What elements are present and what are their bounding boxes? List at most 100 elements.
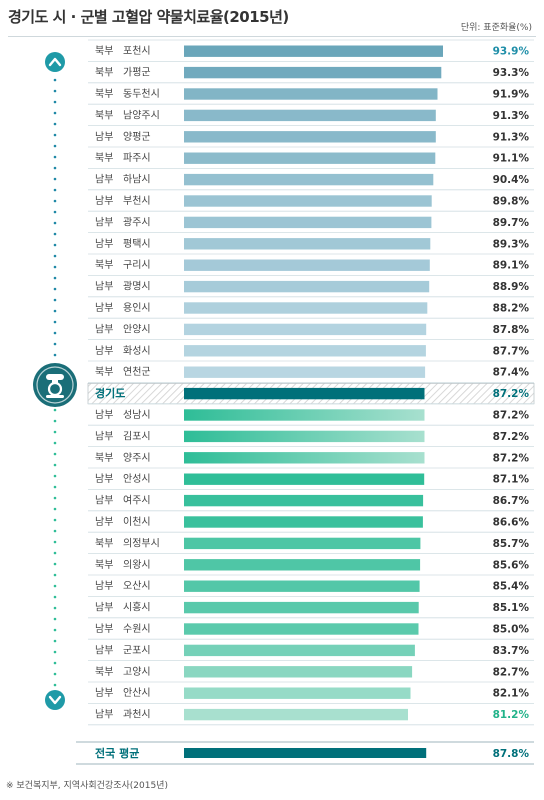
bar (184, 131, 436, 143)
value-label: 88.2% (493, 303, 530, 315)
category-label: 성남시 (123, 409, 151, 421)
value-label: 85.0% (493, 624, 530, 636)
value-label: 87.8% (493, 324, 530, 336)
region-label: 남부 (95, 516, 113, 528)
category-label: 구리시 (123, 259, 151, 271)
dotted-trail (53, 551, 57, 555)
region-label: 남부 (95, 623, 113, 635)
dotted-trail (53, 452, 57, 456)
dotted-trail (53, 122, 57, 126)
bar (184, 88, 438, 100)
dotted-trail (53, 188, 57, 192)
value-label: 86.7% (493, 495, 530, 507)
bar (184, 430, 425, 443)
dotted-trail (53, 243, 57, 247)
dotted-trail (53, 100, 57, 104)
region-label: 남부 (95, 409, 113, 421)
region-label: 남부 (95, 580, 113, 592)
emblem-base (46, 395, 64, 398)
dotted-trail (53, 584, 57, 588)
value-label: 86.6% (493, 517, 530, 529)
bar (184, 409, 425, 421)
value-label: 87.2% (493, 431, 530, 443)
value-label: 91.3% (493, 131, 530, 143)
bar (184, 559, 421, 571)
category-label: 경기도 (95, 386, 125, 400)
dotted-trail (53, 155, 57, 159)
bar (184, 601, 419, 614)
dotted-trail (53, 672, 57, 676)
region-label: 남부 (95, 195, 113, 207)
value-label: 85.4% (493, 581, 530, 593)
bar (184, 666, 413, 678)
dotted-trail (53, 408, 57, 412)
value-label: 83.7% (493, 645, 530, 657)
category-label: 화성시 (123, 345, 151, 357)
category-label: 포천시 (123, 45, 151, 57)
category-label: 안성시 (123, 473, 151, 485)
value-label: 82.1% (493, 688, 530, 700)
category-label: 과천시 (123, 709, 151, 721)
dotted-trail (53, 529, 57, 533)
dotted-trail (53, 540, 57, 544)
value-label: 87.4% (493, 367, 530, 379)
region-label: 남부 (95, 216, 113, 228)
bar (184, 644, 415, 657)
value-label: 91.1% (493, 153, 530, 165)
emblem-ring (36, 366, 74, 404)
bar (184, 195, 432, 207)
value-label: 91.3% (493, 110, 530, 122)
dotted-trail (53, 199, 57, 203)
chart-title: 경기도 시 · 군별 고혈압 약물치료율(2015년) (8, 8, 289, 26)
value-label: 87.2% (493, 452, 530, 464)
dotted-trail (53, 111, 57, 115)
dotted-trail (53, 89, 57, 93)
category-label: 이천시 (123, 516, 151, 528)
category-label: 평택시 (123, 238, 151, 250)
dotted-trail (53, 661, 57, 665)
value-label: 89.7% (493, 217, 530, 229)
dotted-trail (53, 177, 57, 181)
region-label: 남부 (95, 644, 113, 656)
bar (184, 473, 425, 485)
region-label: 남부 (95, 238, 113, 250)
category-label: 군포시 (123, 644, 151, 656)
category-label: 오산시 (123, 580, 151, 592)
dotted-trail (53, 320, 57, 324)
category-label: 가평군 (123, 67, 151, 79)
bar (184, 494, 424, 507)
value-label: 89.3% (493, 238, 530, 250)
region-label: 북부 (95, 559, 113, 571)
region-label: 북부 (95, 259, 113, 271)
category-label: 하남시 (123, 173, 151, 186)
dotted-trail (53, 573, 57, 577)
bar (184, 238, 431, 250)
unit-label: 단위: 표준화율(%) (460, 23, 532, 33)
region-label: 남부 (95, 302, 113, 314)
bar (184, 66, 442, 79)
value-label: 85.7% (493, 538, 530, 550)
category-label: 파주시 (123, 152, 151, 164)
average-value-label: 87.8% (493, 748, 530, 760)
dotted-trail (53, 562, 57, 566)
value-label: 85.1% (493, 602, 530, 614)
category-label: 고양시 (123, 666, 151, 678)
region-label: 남부 (95, 473, 113, 485)
dotted-trail (53, 78, 57, 82)
region-label: 남부 (95, 602, 113, 614)
category-label: 의정부시 (123, 537, 160, 549)
dotted-trail (53, 232, 57, 236)
dotted-trail (53, 518, 57, 522)
dotted-trail (53, 430, 57, 434)
dotted-trail (53, 617, 57, 621)
value-label: 87.2% (493, 388, 530, 400)
bar (184, 302, 428, 314)
bar (184, 216, 432, 229)
dotted-trail (53, 144, 57, 148)
emblem-top-bar (46, 374, 64, 380)
value-label: 88.9% (493, 281, 530, 293)
region-label: 남부 (95, 709, 113, 721)
bar (184, 323, 427, 336)
category-label: 광명시 (123, 281, 151, 293)
category-label: 안양시 (123, 323, 151, 335)
